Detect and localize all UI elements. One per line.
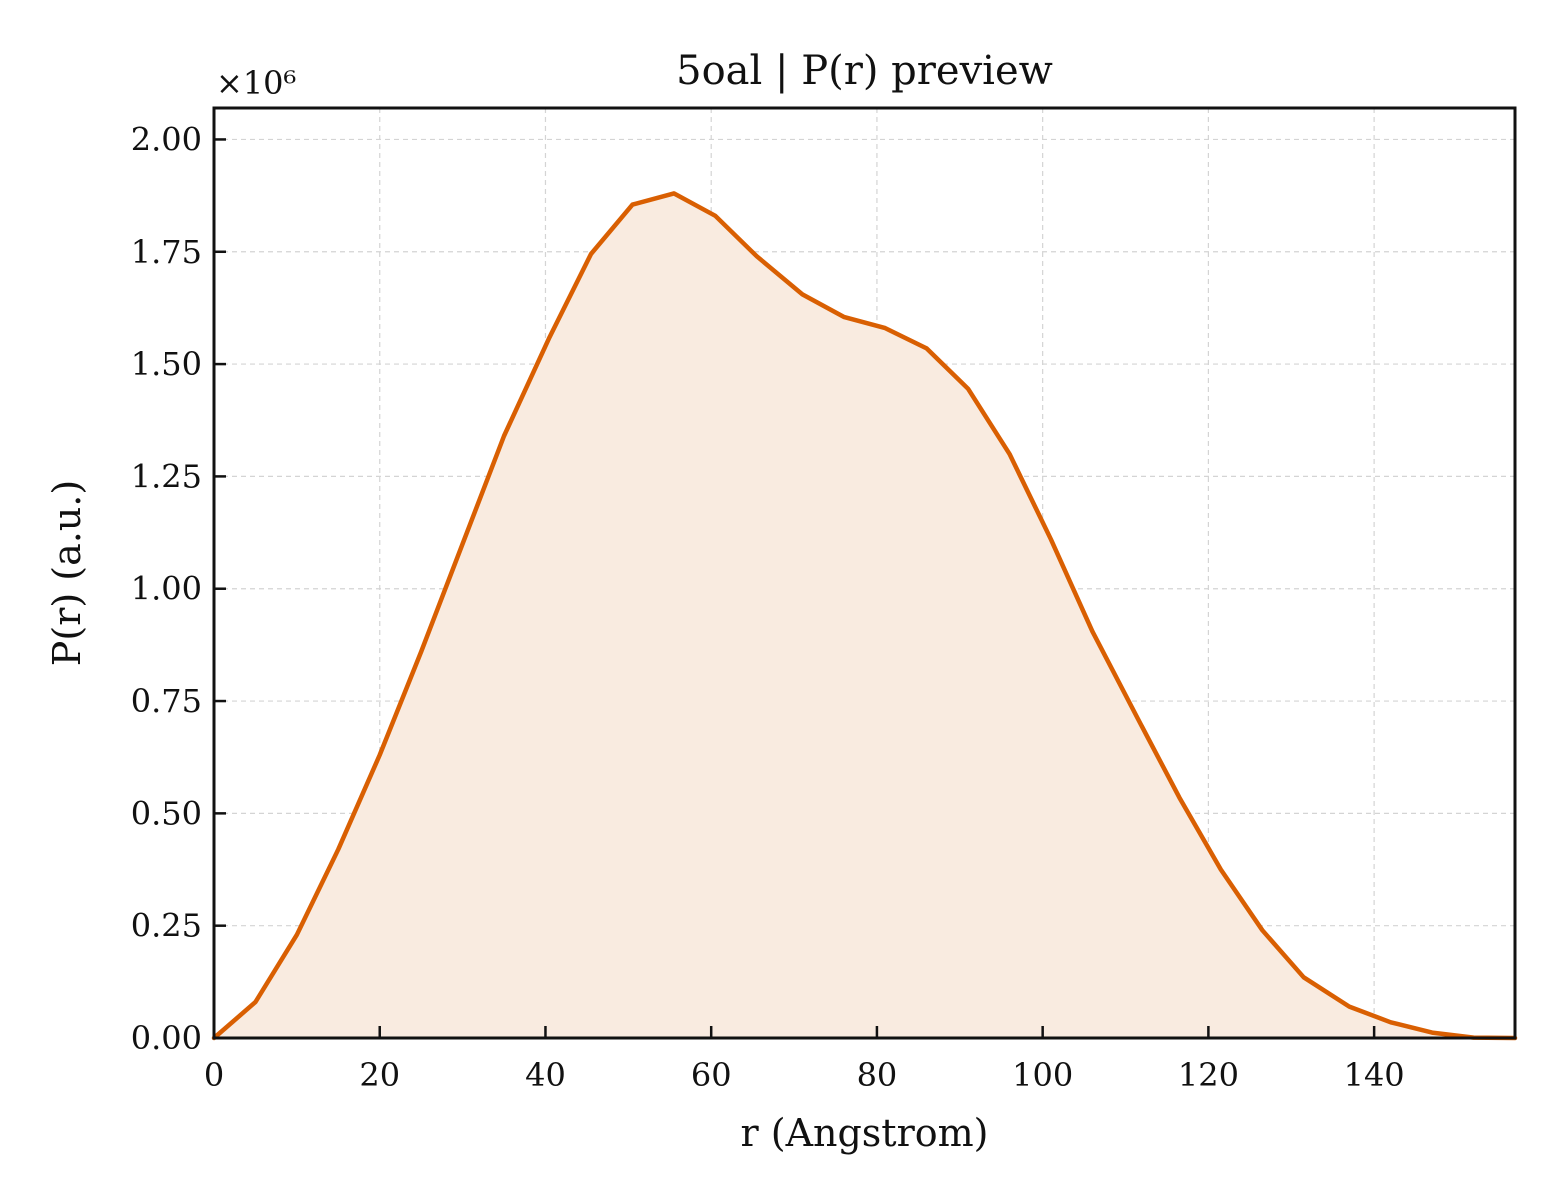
plot-frame: [212, 106, 1517, 1040]
y-tick-label: 0.25: [131, 907, 202, 945]
x-tick-label: 80: [857, 1056, 898, 1094]
x-tick-label: 120: [1178, 1056, 1239, 1094]
x-tick-label: 40: [525, 1056, 566, 1094]
x-tick-label: 100: [1012, 1056, 1073, 1094]
y-tick-label: 0.75: [131, 682, 202, 720]
y-tick-label: 1.25: [131, 457, 202, 495]
y-tick-labels: 0.00 0.25 0.50 0.75 1.00 1.25 1.50 1.75 2.00: [131, 120, 202, 1057]
y-multiplier-label: ×10⁶: [216, 64, 296, 102]
chart-title: 5oal | P(r) preview: [676, 48, 1053, 94]
x-tick-label: 0: [204, 1056, 224, 1094]
series-line: [211, 191, 1518, 1041]
y-tick-label: 1.00: [131, 570, 202, 608]
x-tick-labels: 0 20 40 60 80 100 120 140: [204, 1056, 1405, 1094]
y-tick-label: 0.00: [131, 1019, 202, 1057]
x-axis-label: r (Angstrom): [741, 1111, 989, 1155]
x-tick-label: 60: [691, 1056, 732, 1094]
y-tick-label: 0.50: [131, 794, 202, 832]
x-tick-label: 20: [359, 1056, 400, 1094]
y-tick-label: 1.75: [131, 233, 202, 271]
x-tick-label: 140: [1344, 1056, 1405, 1094]
series-area-fill: [214, 193, 1515, 1038]
y-tick-label: 1.50: [131, 345, 202, 383]
y-axis-label: P(r) (a.u.): [45, 480, 89, 666]
y-tick-label: 2.00: [131, 120, 202, 158]
tick-marks: [212, 138, 1376, 1040]
